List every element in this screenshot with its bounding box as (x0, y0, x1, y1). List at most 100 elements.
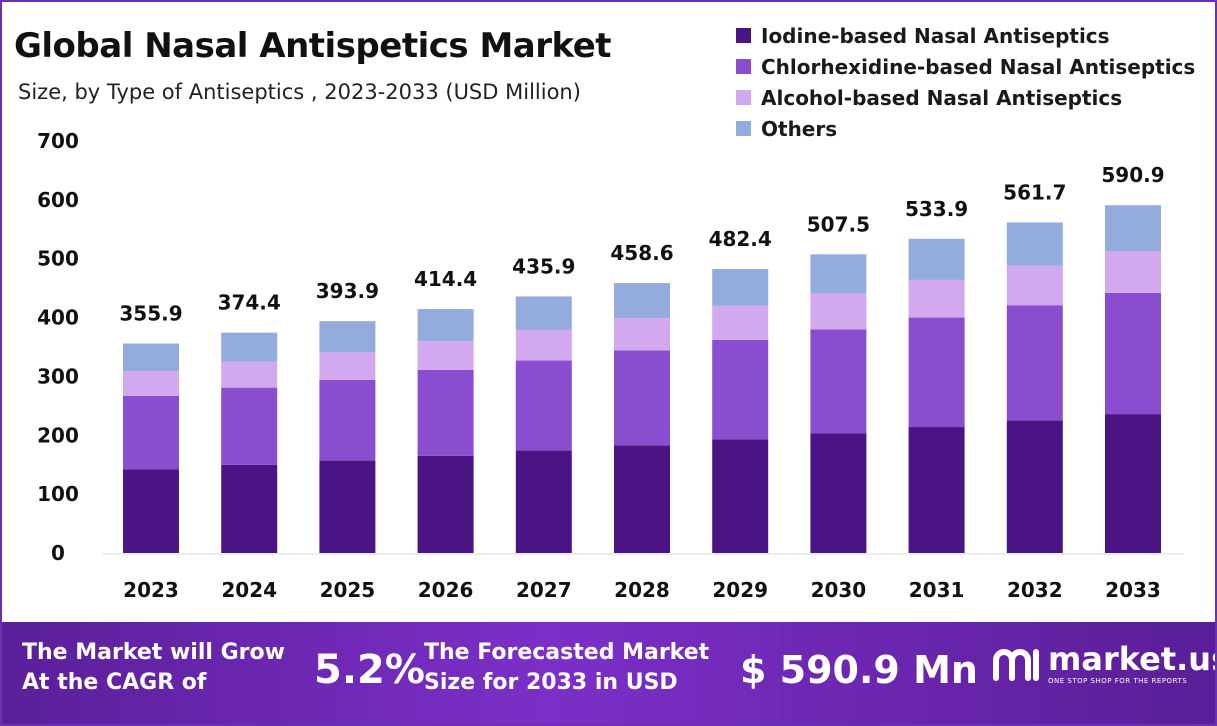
bar-2031-series-1 (908, 317, 965, 428)
legend: Iodine-based Nasal Antiseptics Chlorhexi… (736, 20, 1195, 144)
bar-2026-series-2 (417, 341, 474, 370)
bar-2024-series-2 (221, 361, 278, 388)
bar-2024-series-3 (221, 332, 278, 362)
bar-2027-series-0 (515, 450, 572, 553)
bar-2030-series-0 (810, 433, 867, 553)
bar-2029-series-2 (712, 305, 769, 340)
cagr-value: 5.2% (314, 647, 425, 693)
bar-2031-series-0 (908, 427, 965, 553)
bar-total-label-2031: 533.9 (905, 197, 968, 221)
bar-total-label-2025: 393.9 (316, 279, 379, 303)
legend-swatch-iodine (736, 28, 751, 43)
bar-2023-series-2 (123, 371, 179, 396)
bar-2030-series-2 (810, 293, 867, 330)
legend-item-others: Others (736, 113, 1195, 144)
bar-2031-series-2 (908, 279, 965, 318)
forecast-value: $ 590.9 Mn (740, 648, 978, 692)
y-tick-label-200: 200 (37, 423, 79, 447)
brand-icon (993, 649, 1039, 681)
bar-2025-series-2 (319, 352, 376, 380)
x-tick-label-2027: 2027 (516, 578, 572, 602)
bar-2026-series-0 (417, 455, 474, 553)
bar-2023-series-1 (123, 395, 179, 470)
bar-2025-series-0 (319, 460, 376, 553)
legend-item-iodine: Iodine-based Nasal Antiseptics (736, 20, 1195, 51)
bar-2027-series-2 (515, 329, 572, 361)
bar-2029-series-0 (712, 439, 769, 553)
brand-logo: market.us ONE STOP SHOP FOR THE REPORTS (992, 640, 1217, 686)
bar-2023-series-0 (123, 469, 179, 553)
bar-2024-series-1 (221, 387, 278, 465)
bar-2033-series-2 (1105, 251, 1161, 293)
bar-2025-series-1 (319, 379, 376, 461)
y-tick-label-400: 400 (37, 306, 79, 330)
chart-title: Global Nasal Antispetics Market (14, 26, 612, 66)
x-tick-label-2033: 2033 (1105, 578, 1161, 602)
legend-label-iodine: Iodine-based Nasal Antiseptics (761, 23, 1110, 48)
bar-2033-series-0 (1105, 414, 1161, 553)
x-tick-label-2031: 2031 (909, 578, 965, 602)
bar-2030-series-3 (810, 254, 867, 294)
legend-label-alcohol: Alcohol-based Nasal Antiseptics (761, 85, 1123, 110)
bar-total-label-2027: 435.9 (512, 254, 575, 278)
cagr-label: The Market will Grow At the CAGR of (22, 640, 285, 695)
footer-banner: The Market will Grow At the CAGR of 5.2%… (2, 622, 1215, 724)
y-tick-label-0: 0 (51, 541, 65, 565)
x-tick-label-2024: 2024 (221, 578, 277, 602)
bar-total-label-2030: 507.5 (807, 212, 870, 236)
bar-2026-series-3 (417, 309, 474, 342)
x-tick-label-2025: 2025 (320, 578, 376, 602)
x-tick-label-2028: 2028 (614, 578, 670, 602)
bar-total-label-2028: 458.6 (610, 241, 673, 265)
bar-2032-series-3 (1006, 222, 1063, 266)
forecast-label: The Forecasted Market Size for 2033 in U… (424, 640, 710, 695)
bar-2033-series-1 (1105, 292, 1161, 415)
bar-2028-series-1 (614, 350, 670, 446)
legend-swatch-alcohol (736, 90, 751, 105)
bar-total-label-2032: 561.7 (1003, 180, 1066, 204)
x-tick-label-2026: 2026 (418, 578, 474, 602)
bar-2027-series-1 (515, 360, 572, 451)
y-tick-label-700: 700 (37, 129, 79, 153)
legend-label-chlorhexidine: Chlorhexidine-based Nasal Antiseptics (761, 54, 1196, 79)
legend-swatch-others (736, 121, 751, 136)
bar-2026-series-1 (417, 369, 474, 456)
y-tick-label-500: 500 (37, 247, 79, 271)
y-tick-label-100: 100 (37, 482, 79, 506)
bar-2023-series-3 (123, 343, 179, 372)
bar-total-label-2033: 590.9 (1101, 163, 1164, 187)
brand-tagline: ONE STOP SHOP FOR THE REPORTS (1048, 677, 1188, 685)
x-tick-label-2030: 2030 (811, 578, 867, 602)
bar-total-label-2023: 355.9 (119, 302, 182, 326)
x-tick-label-2023: 2023 (123, 578, 179, 602)
bar-2028-series-3 (614, 283, 670, 319)
chart-subtitle: Size, by Type of Antiseptics , 2023-2033… (18, 80, 581, 104)
bar-2029-series-3 (712, 269, 769, 306)
x-tick-label-2032: 2032 (1007, 578, 1063, 602)
bar-total-label-2026: 414.4 (414, 267, 477, 291)
bar-2032-series-1 (1006, 305, 1063, 421)
bar-2032-series-2 (1006, 265, 1063, 306)
bar-2025-series-3 (319, 321, 376, 353)
x-tick-label-2029: 2029 (712, 578, 768, 602)
bar-2032-series-0 (1006, 420, 1063, 553)
legend-item-chlorhexidine: Chlorhexidine-based Nasal Antiseptics (736, 51, 1195, 82)
bar-2027-series-3 (515, 296, 572, 330)
legend-label-others: Others (761, 116, 838, 141)
stacked-bar-chart: 0 100 200 300 400 500 600 700 355.9 2023 374.4 2024… (37, 129, 1184, 602)
legend-swatch-chlorhexidine (736, 59, 751, 74)
bar-2031-series-3 (908, 238, 965, 280)
y-tick-label-600: 600 (37, 188, 79, 212)
bar-2024-series-0 (221, 464, 278, 553)
bar-2028-series-2 (614, 318, 670, 351)
bar-2028-series-0 (614, 445, 670, 553)
bar-total-label-2029: 482.4 (709, 227, 772, 251)
bar-2033-series-3 (1105, 205, 1161, 252)
bar-total-label-2024: 374.4 (218, 291, 281, 315)
brand-name: market.us (1048, 640, 1217, 678)
bar-2030-series-1 (810, 329, 867, 434)
y-tick-label-300: 300 (37, 364, 79, 388)
bar-2029-series-1 (712, 339, 769, 440)
legend-item-alcohol: Alcohol-based Nasal Antiseptics (736, 82, 1195, 113)
